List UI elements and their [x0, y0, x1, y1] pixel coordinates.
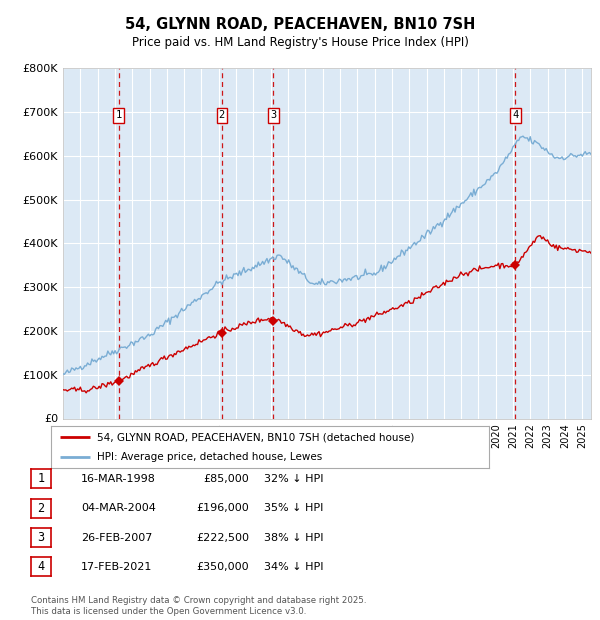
Text: 1: 1 [38, 472, 44, 485]
Text: 16-MAR-1998: 16-MAR-1998 [81, 474, 156, 484]
Text: Price paid vs. HM Land Registry's House Price Index (HPI): Price paid vs. HM Land Registry's House … [131, 36, 469, 48]
Text: £222,500: £222,500 [196, 533, 249, 542]
Text: 2: 2 [218, 110, 225, 120]
Text: 3: 3 [38, 531, 44, 544]
Text: £196,000: £196,000 [196, 503, 249, 513]
Text: 1: 1 [115, 110, 122, 120]
Text: 34% ↓ HPI: 34% ↓ HPI [264, 562, 323, 572]
Text: 26-FEB-2007: 26-FEB-2007 [81, 533, 152, 542]
Text: 32% ↓ HPI: 32% ↓ HPI [264, 474, 323, 484]
Text: 35% ↓ HPI: 35% ↓ HPI [264, 503, 323, 513]
Text: 17-FEB-2021: 17-FEB-2021 [81, 562, 152, 572]
Text: 54, GLYNN ROAD, PEACEHAVEN, BN10 7SH: 54, GLYNN ROAD, PEACEHAVEN, BN10 7SH [125, 17, 475, 32]
Text: HPI: Average price, detached house, Lewes: HPI: Average price, detached house, Lewe… [97, 452, 322, 462]
Text: Contains HM Land Registry data © Crown copyright and database right 2025.
This d: Contains HM Land Registry data © Crown c… [31, 596, 367, 616]
Text: 54, GLYNN ROAD, PEACEHAVEN, BN10 7SH (detached house): 54, GLYNN ROAD, PEACEHAVEN, BN10 7SH (de… [97, 432, 415, 442]
Text: 4: 4 [38, 560, 44, 573]
Text: £350,000: £350,000 [196, 562, 249, 572]
Text: 04-MAR-2004: 04-MAR-2004 [81, 503, 156, 513]
Text: 3: 3 [270, 110, 277, 120]
Text: 4: 4 [512, 110, 518, 120]
Text: 38% ↓ HPI: 38% ↓ HPI [264, 533, 323, 542]
Text: £85,000: £85,000 [203, 474, 249, 484]
Text: 2: 2 [38, 502, 44, 515]
